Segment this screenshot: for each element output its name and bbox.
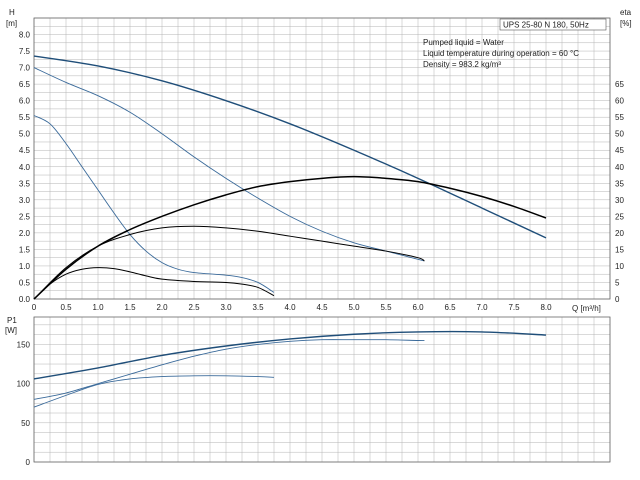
eta-tick-label: 20 bbox=[615, 229, 624, 238]
head-curve bbox=[33, 67, 425, 262]
eta-tick-label: 60 bbox=[615, 97, 624, 106]
x-tick-label: 7.5 bbox=[508, 303, 520, 312]
h-tick-label: 6.5 bbox=[19, 80, 31, 89]
eta-tick-label: 65 bbox=[615, 80, 624, 89]
power-curve bbox=[33, 339, 425, 400]
head-efficiency-panel: 0 0.5 1.0 1.5 2.0 2.5 3.0 3.5 4.0 4.5 5.0 5.5 6.0 6.5… bbox=[19, 17, 624, 312]
title-box-text: UPS 25-80 N 180, 50Hz bbox=[503, 21, 589, 30]
eta-tick-label: 40 bbox=[615, 163, 624, 172]
info-line-1: Pumped liquid = Water bbox=[423, 38, 504, 47]
h-tick-label: 3.0 bbox=[19, 196, 31, 205]
eta-tick-label: 30 bbox=[615, 196, 624, 205]
eta-tick-label: 0 bbox=[615, 295, 620, 304]
x-tick-label: 3.5 bbox=[252, 303, 264, 312]
eta-tick-label: 45 bbox=[615, 146, 624, 155]
h-tick-label: 7.5 bbox=[19, 47, 31, 56]
eta-axis-unit: [%] bbox=[620, 19, 632, 28]
h-tick-label: 4.5 bbox=[19, 146, 31, 155]
power-panel: 0 50 100 150 bbox=[17, 316, 611, 467]
top-plot-frame bbox=[33, 17, 611, 300]
x-tick-label: 8.0 bbox=[540, 303, 552, 312]
h-tick-label: 7.0 bbox=[19, 64, 31, 73]
x-tick-label: 6.0 bbox=[412, 303, 424, 312]
x-tick-label: 0.5 bbox=[60, 303, 72, 312]
h-axis-unit: [m] bbox=[6, 19, 17, 28]
h-tick-label: 6.0 bbox=[19, 97, 31, 106]
x-tick-label: 2.0 bbox=[156, 303, 168, 312]
h-tick-label: 0.0 bbox=[19, 295, 31, 304]
h-tick-label: 5.0 bbox=[19, 130, 31, 139]
h-tick-label: 1.5 bbox=[19, 245, 31, 254]
eta-tick-label: 10 bbox=[615, 262, 624, 271]
x-tick-label: 4.5 bbox=[316, 303, 328, 312]
efficiency-curve bbox=[33, 267, 275, 300]
x-tick-label: 5.5 bbox=[380, 303, 392, 312]
p1-axis-title: P1 bbox=[7, 316, 17, 325]
x-tick-label: 6.5 bbox=[444, 303, 456, 312]
p1-tick-label: 50 bbox=[21, 419, 30, 428]
x-tick-label: 7.0 bbox=[476, 303, 488, 312]
h-tick-label: 8.0 bbox=[19, 31, 31, 40]
title-box bbox=[499, 18, 607, 31]
h-tick-label: 2.5 bbox=[19, 212, 31, 221]
efficiency-curve bbox=[33, 225, 425, 300]
x-tick-label: 4.0 bbox=[284, 303, 296, 312]
eta-axis-title: eta bbox=[620, 8, 632, 17]
h-tick-label: 5.5 bbox=[19, 113, 31, 122]
efficiency-curve bbox=[33, 175, 547, 300]
h-tick-label: 4.0 bbox=[19, 163, 31, 172]
power-curve bbox=[33, 375, 275, 408]
bottom-plot-frame bbox=[33, 316, 611, 463]
x-tick-label: 3.0 bbox=[220, 303, 232, 312]
info-line-3: Density = 983.2 kg/m³ bbox=[423, 60, 501, 69]
x-tick-label: 2.5 bbox=[188, 303, 200, 312]
head-curve bbox=[33, 55, 547, 239]
eta-tick-label: 50 bbox=[615, 130, 624, 139]
info-line-2: Liquid temperature during operation = 60… bbox=[423, 49, 579, 58]
eta-tick-label: 55 bbox=[615, 113, 624, 122]
head-curve bbox=[33, 115, 275, 293]
p1-axis-unit: [W] bbox=[5, 326, 17, 335]
h-tick-label: 3.5 bbox=[19, 179, 31, 188]
power-curve bbox=[33, 330, 547, 380]
p1-tick-label: 100 bbox=[17, 380, 31, 389]
p1-tick-label: 0 bbox=[26, 458, 31, 467]
q-axis-label: Q [m³/h] bbox=[572, 304, 601, 313]
x-tick-label: 1.0 bbox=[92, 303, 104, 312]
eta-tick-label: 5 bbox=[615, 278, 620, 287]
h-tick-label: 2.0 bbox=[19, 229, 31, 238]
h-axis-title: H bbox=[9, 8, 15, 17]
eta-tick-label: 25 bbox=[615, 212, 624, 221]
x-tick-label: 5.0 bbox=[348, 303, 360, 312]
eta-tick-label: 15 bbox=[615, 245, 624, 254]
x-tick-label: 0 bbox=[32, 303, 37, 312]
h-tick-label: 1.0 bbox=[19, 262, 31, 271]
eta-tick-label: 35 bbox=[615, 179, 624, 188]
x-tick-label: 1.5 bbox=[124, 303, 136, 312]
h-tick-label: 0.5 bbox=[19, 278, 31, 287]
p1-tick-label: 150 bbox=[17, 340, 31, 349]
